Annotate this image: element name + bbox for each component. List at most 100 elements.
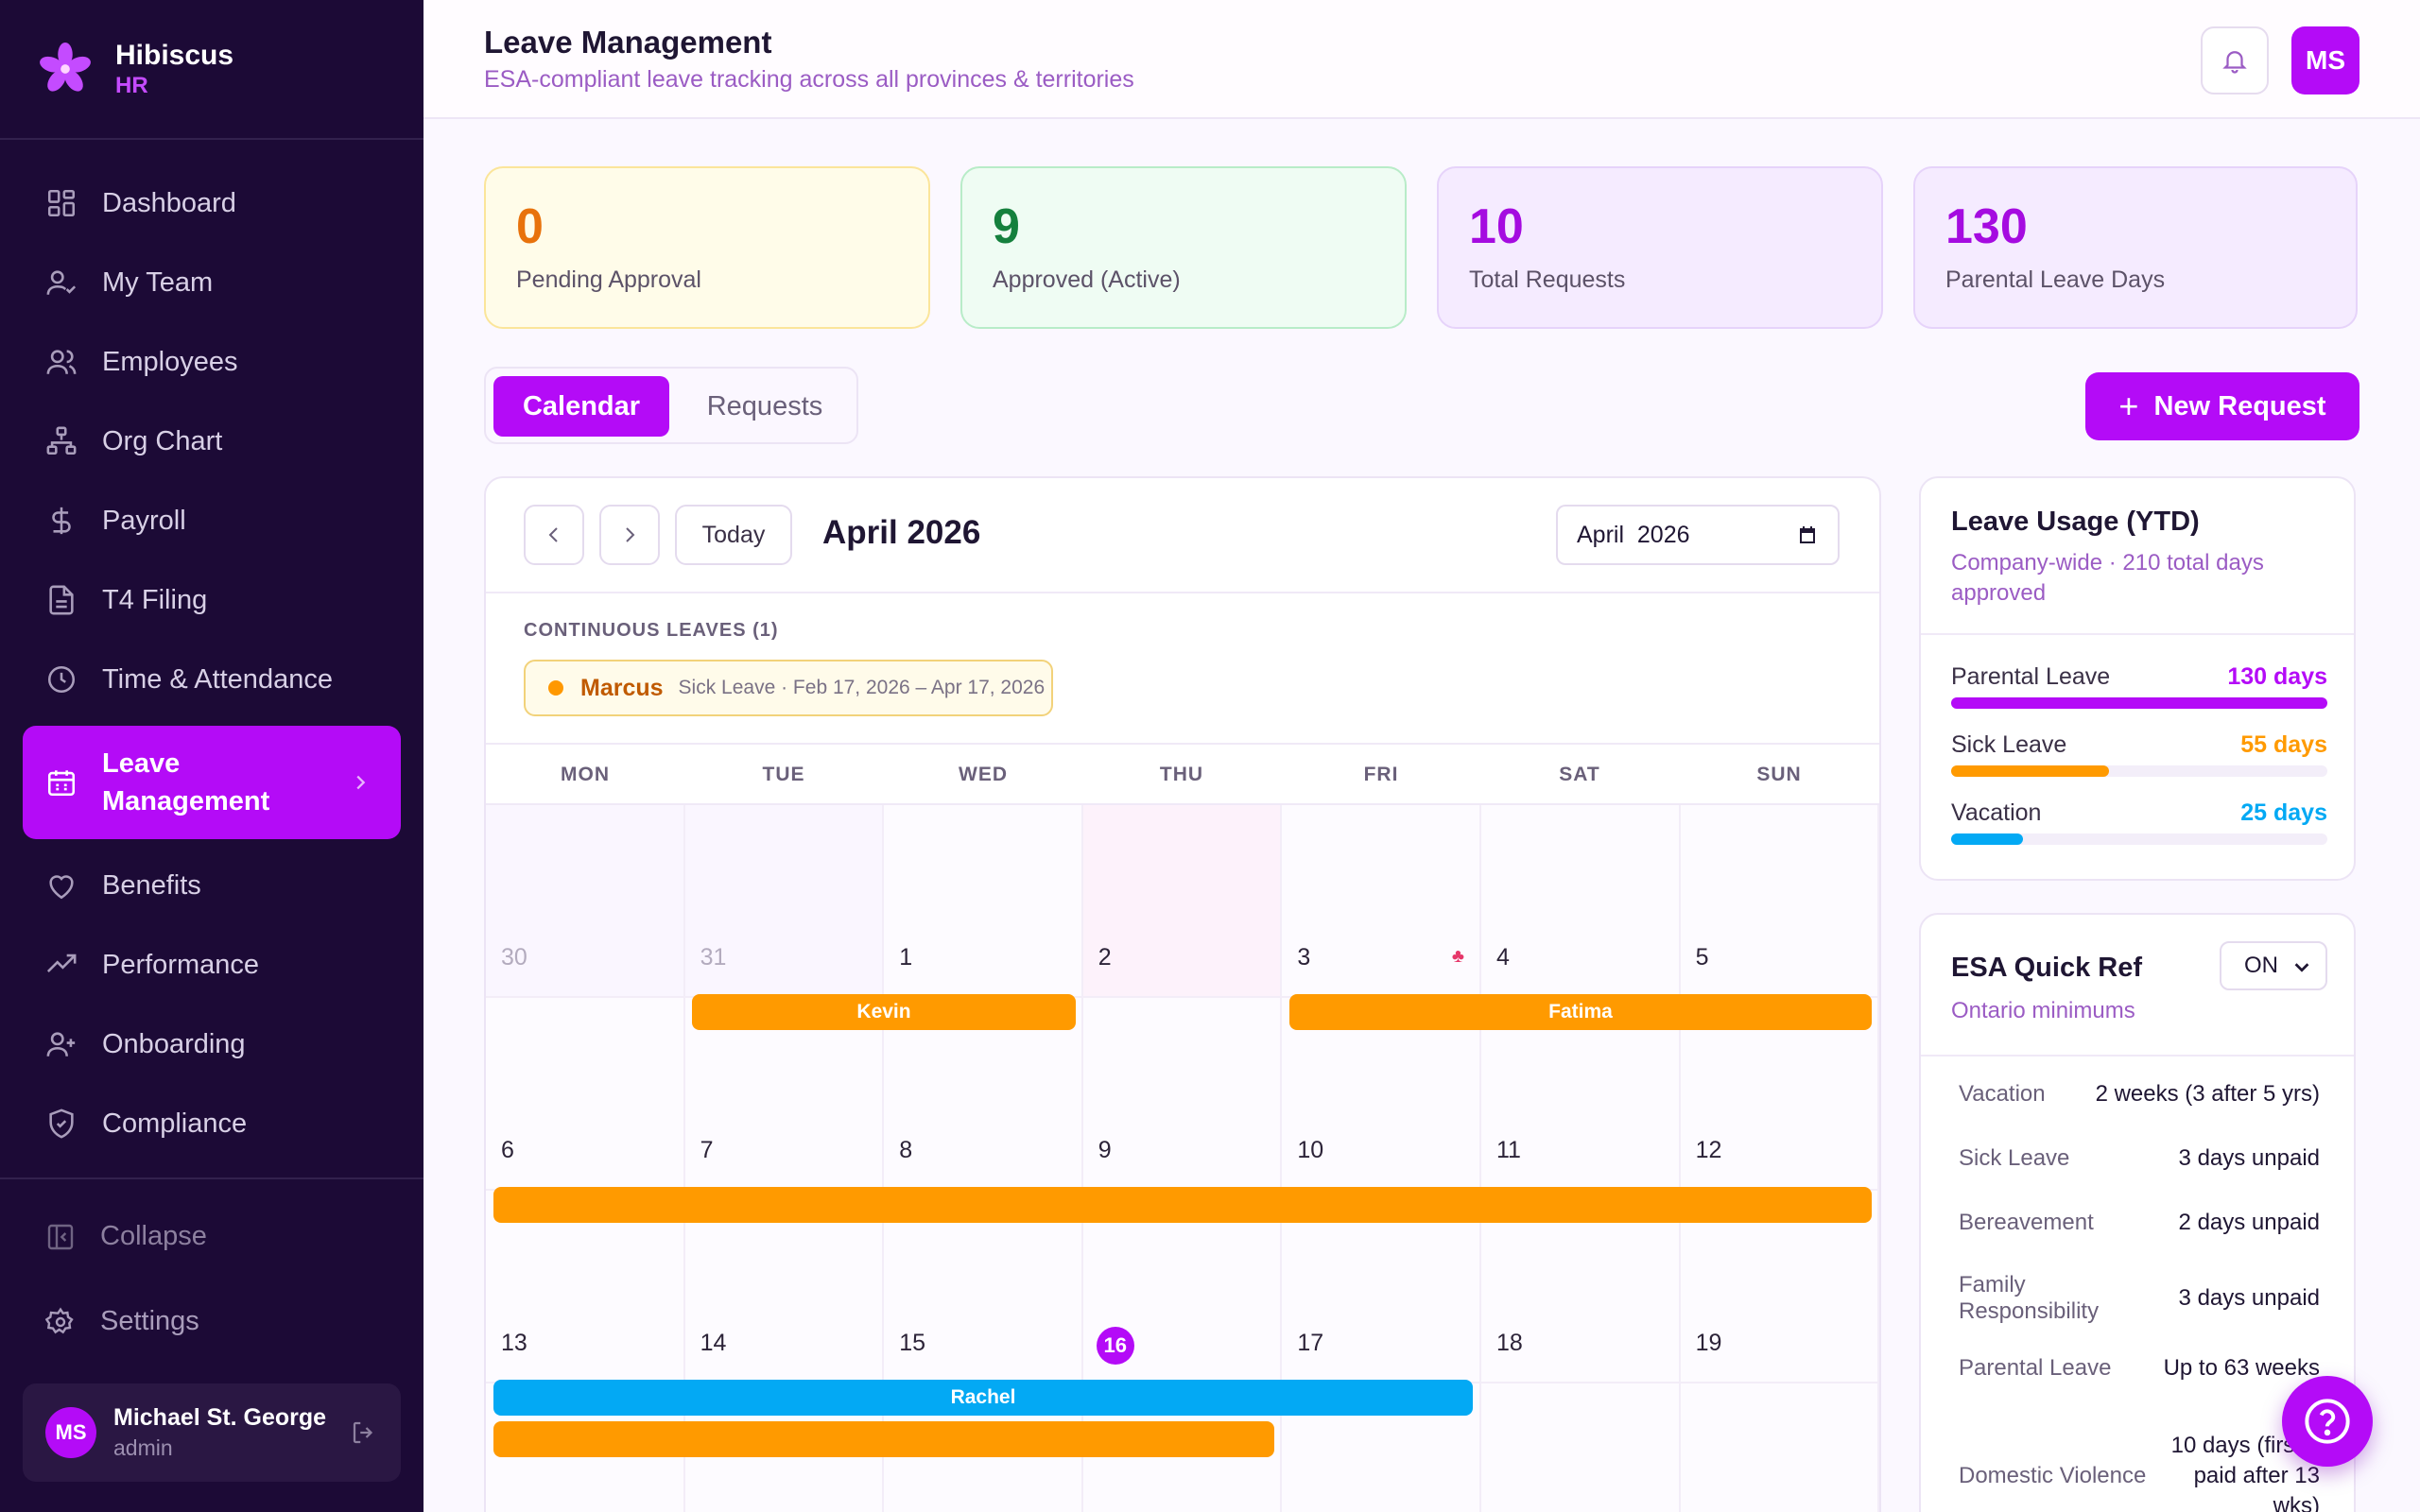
org-chart-icon <box>46 426 77 455</box>
day-number: 17 <box>1297 1330 1324 1356</box>
weekday-label: WED <box>959 764 1008 785</box>
clock-icon <box>47 665 76 694</box>
calendar-day-cell[interactable]: 10 <box>1282 998 1481 1191</box>
brand[interactable]: Hibiscus HR <box>0 0 424 140</box>
nav-item-employees[interactable]: Employees <box>23 329 401 395</box>
nav-item-dashboard[interactable]: Dashboard <box>23 170 401 236</box>
notifications-button[interactable] <box>2201 26 2269 94</box>
stat-label: Pending Approval <box>516 266 701 293</box>
calendar-day-cell[interactable]: 25 <box>1481 1383 1681 1512</box>
tab-calendar[interactable]: Calendar <box>493 376 669 437</box>
calendar-day-cell[interactable]: 17 <box>1282 1191 1481 1383</box>
leave-bar-kevin[interactable]: Kevin <box>692 994 1076 1030</box>
month-picker-input[interactable]: April 2026 <box>1556 505 1840 565</box>
nav-item-leave-management[interactable]: Leave Management <box>23 726 401 839</box>
nav-item-time-attendance[interactable]: Time & Attendance <box>23 646 401 713</box>
usage-title: Leave Usage (YTD) <box>1951 507 2200 537</box>
new-request-button[interactable]: + New Request <box>2085 372 2360 440</box>
trending-up-icon <box>46 954 77 972</box>
nav-label: Payroll <box>102 505 186 536</box>
day-number: 14 <box>700 1330 727 1356</box>
day-number: 11 <box>1496 1137 1521 1163</box>
nav-item-org-chart[interactable]: Org Chart <box>23 408 401 474</box>
leave-bar-unlabeled[interactable] <box>493 1421 1274 1457</box>
calendar-day-cell[interactable]: 9 <box>1082 998 1283 1191</box>
usage-label: Sick Leave <box>1951 731 2067 758</box>
day-number: 13 <box>501 1330 527 1356</box>
chevron-left-icon <box>548 527 558 542</box>
page-subtitle: ESA-compliant leave tracking across all … <box>484 66 1134 93</box>
usage-label: Parental Leave <box>1951 663 2111 690</box>
calendar-day-cell[interactable]: 2 <box>1082 805 1283 998</box>
continuous-leave-chip[interactable]: Marcus Sick Leave · Feb 17, 2026 – Apr 1… <box>524 660 1053 716</box>
calendar-day-cell[interactable]: 1 <box>884 805 1083 998</box>
nav-item-benefits[interactable]: Benefits <box>23 852 401 919</box>
header-avatar[interactable]: MS <box>2291 26 2360 94</box>
stat-value: 130 <box>1945 199 2028 254</box>
month-picker-value: April 2026 <box>1577 521 1690 548</box>
prev-month-button[interactable] <box>524 505 584 565</box>
sidebar-footer-divider <box>0 1177 424 1179</box>
settings-button[interactable]: Settings <box>45 1306 199 1337</box>
help-button[interactable] <box>2282 1376 2373 1467</box>
users-icon <box>46 350 77 374</box>
nav-item-compliance[interactable]: Compliance <box>23 1091 401 1157</box>
tab-requests[interactable]: Requests <box>706 390 823 421</box>
esa-value: 2 weeks (3 after 5 yrs) <box>2095 1081 2320 1107</box>
leave-bar-rachel[interactable]: Rachel <box>493 1380 1473 1416</box>
nav-item-performance[interactable]: Performance <box>23 932 401 998</box>
next-month-button[interactable] <box>599 505 660 565</box>
esa-row: Parental Leave Up to 63 weeks <box>1959 1353 2320 1383</box>
stat-label: Total Requests <box>1469 266 1626 293</box>
calendar-panel: Today April 2026 April 2026 CONTINUOUS L… <box>484 476 1881 1512</box>
nav-item-my-team[interactable]: My Team <box>23 249 401 316</box>
collapse-button[interactable]: Collapse <box>45 1221 207 1252</box>
nav-item-payroll[interactable]: Payroll <box>23 488 401 554</box>
calendar-day-cell[interactable]: 5 <box>1680 805 1879 998</box>
calendar-day-cell[interactable]: 30 <box>486 805 685 998</box>
day-number: 30 <box>501 944 527 971</box>
usage-value: 25 days <box>2240 799 2327 826</box>
usage-row: Parental Leave 130 days <box>1951 663 2327 709</box>
weekday-label: MON <box>561 764 610 785</box>
calendar-day-cell[interactable]: 19 <box>1680 1191 1879 1383</box>
calendar-day-cell[interactable]: 7 <box>684 998 885 1191</box>
today-button[interactable]: Today <box>675 505 792 565</box>
leave-bar-fatima[interactable]: Fatima <box>1289 994 1872 1030</box>
day-number: 15 <box>899 1330 925 1356</box>
weekday-label: SUN <box>1756 764 1802 785</box>
logout-icon[interactable] <box>350 1418 378 1447</box>
esa-value: 2 days unpaid <box>2178 1210 2320 1235</box>
calendar-day-cell[interactable]: 8 <box>884 998 1083 1191</box>
user-card[interactable]: MS Michael St. George admin <box>23 1383 401 1482</box>
calendar-picker-icon[interactable] <box>1796 524 1819 546</box>
calendar-day-cell[interactable]: 18 <box>1481 1191 1681 1383</box>
calendar-day-cell[interactable]: 13 <box>486 1191 685 1383</box>
calendar-day-cell[interactable]: 12 <box>1680 998 1879 1191</box>
esa-key: Parental Leave <box>1959 1355 2112 1381</box>
stat-value: 9 <box>993 199 1020 254</box>
nav-item-t4-filing[interactable]: T4 Filing <box>23 567 401 633</box>
new-request-label: New Request <box>2153 390 2326 421</box>
esa-row: Family Responsibility 3 days unpaid <box>1959 1272 2320 1325</box>
leave-bar-marcus[interactable] <box>493 1187 1872 1223</box>
calendar-day-cell[interactable]: 4 <box>1481 805 1681 998</box>
calendar-day-cell[interactable]: 31 <box>684 805 885 998</box>
usage-fill <box>1951 697 2327 709</box>
esa-key: Family Responsibility <box>1959 1272 2100 1324</box>
calendar-day-cell[interactable]: 16 <box>1082 1191 1283 1383</box>
stat-card-approved: 9 Approved (Active) <box>960 166 1407 329</box>
day-number: 7 <box>700 1137 714 1163</box>
nav-item-onboarding[interactable]: Onboarding <box>23 1011 401 1077</box>
stat-card-pending: 0 Pending Approval <box>484 166 930 329</box>
calendar-day-cell[interactable]: 26 <box>1680 1383 1879 1512</box>
main-nav: Dashboard My Team Employees Org Chart Pa… <box>23 170 401 1170</box>
province-select[interactable]: ON <box>2220 941 2327 990</box>
nav-label: Compliance <box>102 1108 248 1139</box>
maple-leaf-holiday-icon: ♣ <box>1451 946 1464 967</box>
calendar-day-cell[interactable]: 6 <box>486 998 685 1191</box>
calendar-day-cell[interactable]: 3 ♣ <box>1282 805 1481 998</box>
dollar-icon <box>52 507 71 535</box>
calendar-day-cell[interactable]: 14 <box>684 1191 885 1383</box>
month-title: April 2026 <box>822 514 981 551</box>
